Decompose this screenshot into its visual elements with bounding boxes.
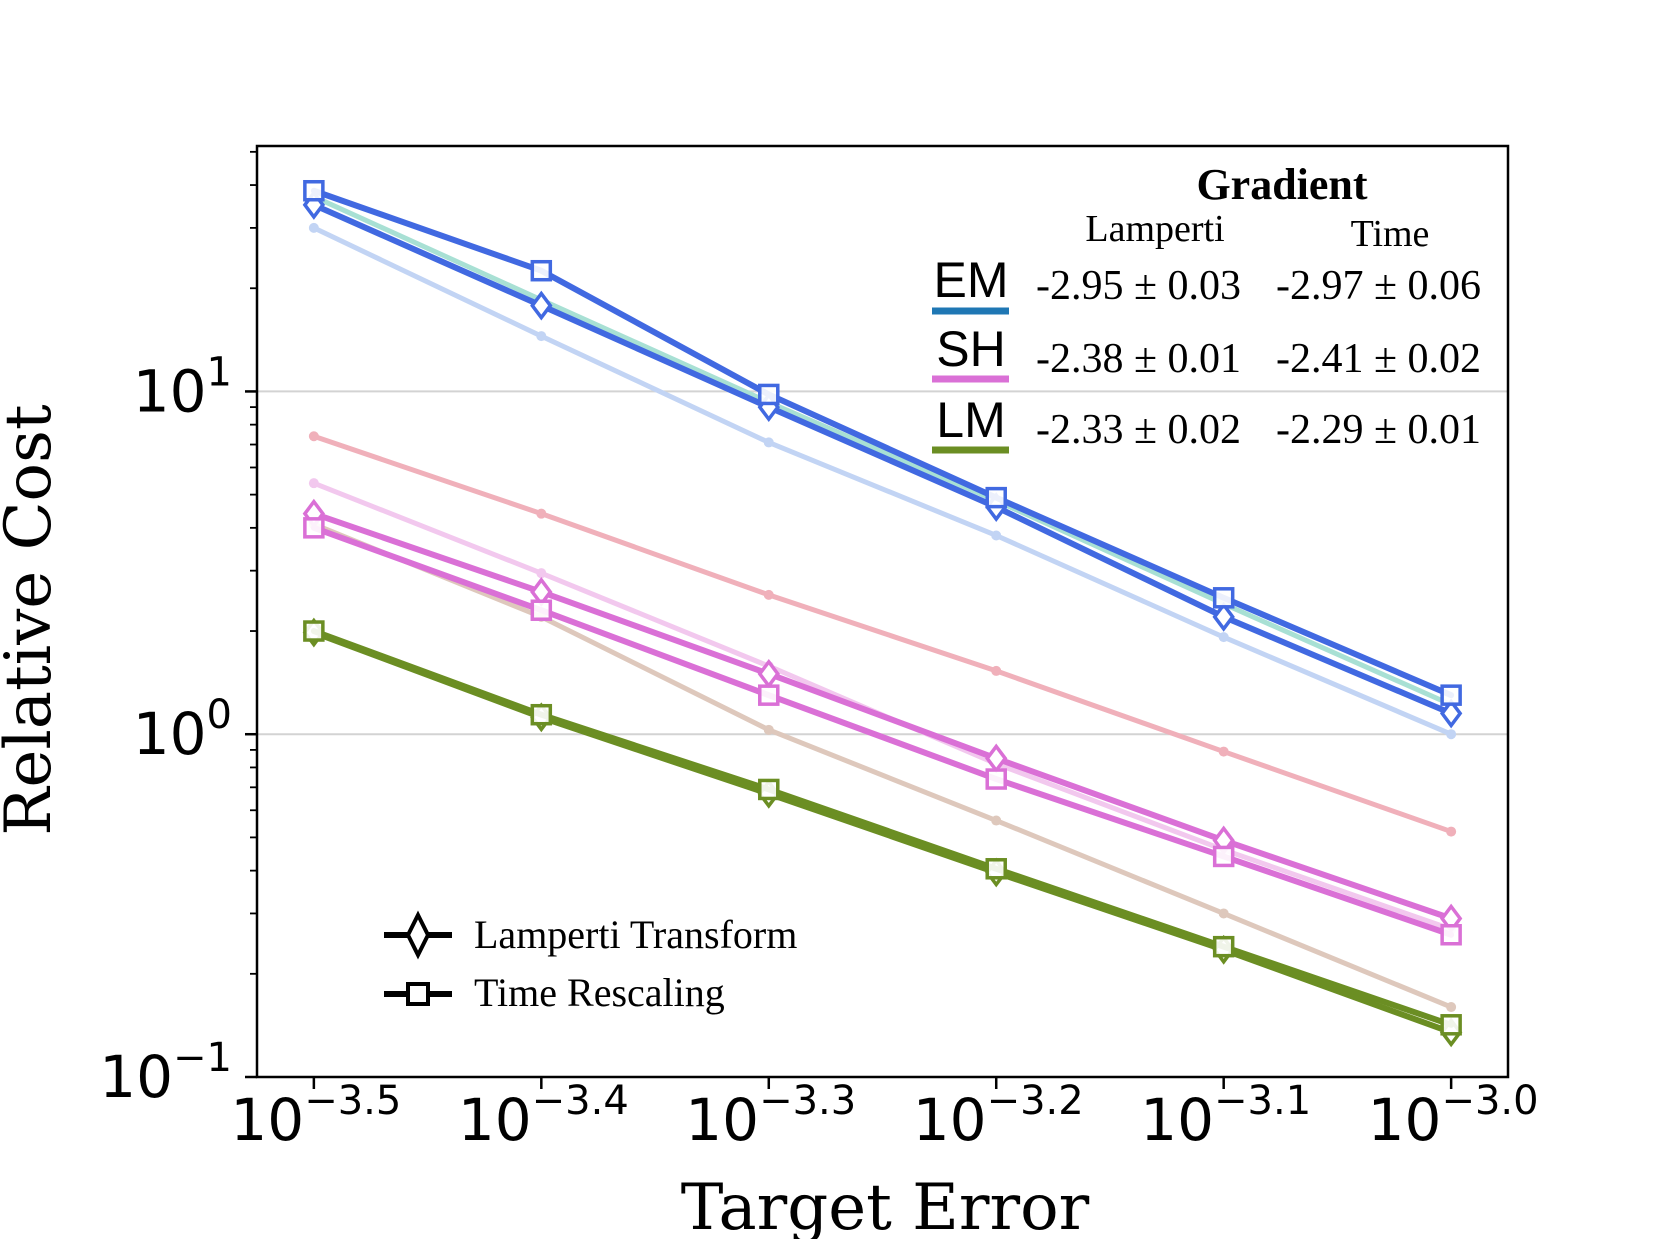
series-6 xyxy=(303,179,1462,706)
data-point-s6-0 xyxy=(303,179,325,202)
series-line-2 xyxy=(311,433,1454,835)
series-layer xyxy=(302,179,1463,1048)
data-point-s10-1 xyxy=(530,703,553,726)
data-point-s2-5 xyxy=(1446,826,1457,837)
data-point-s8-2 xyxy=(758,684,780,706)
data-point-s1-2 xyxy=(763,437,774,448)
series-line-8 xyxy=(310,524,1455,938)
gradient-row-label-em: EM xyxy=(934,252,1009,308)
gradient-row-lamperti-em: -2.95 ± 0.03 xyxy=(1036,263,1241,309)
legend-label-lamperti: Lamperti Transform xyxy=(474,912,797,957)
data-point-s6-4 xyxy=(1212,587,1235,609)
series-1 xyxy=(308,222,1457,740)
series-10 xyxy=(303,620,1462,1036)
data-point-s3-0 xyxy=(308,478,319,489)
series-7 xyxy=(302,498,1463,934)
data-point-s1-3 xyxy=(991,530,1002,541)
data-point-s4-4 xyxy=(1218,908,1229,919)
gradient-row-lamperti-lm: -2.33 ± 0.02 xyxy=(1036,407,1241,453)
y-tick-label-2: 101 xyxy=(133,349,232,425)
data-point-s8-1 xyxy=(530,599,553,621)
y-axis-label: Relative Cost xyxy=(0,404,66,836)
data-point-s8-5 xyxy=(1440,924,1462,946)
series-3 xyxy=(308,478,1457,935)
series-line-0 xyxy=(311,194,1454,708)
data-point-s8-0 xyxy=(303,517,325,539)
data-point-s5-1 xyxy=(530,290,553,321)
series-0 xyxy=(311,194,1454,708)
data-point-s5-4 xyxy=(1212,601,1235,632)
data-point-s2-2 xyxy=(763,589,774,600)
data-point-s6-1 xyxy=(530,259,553,282)
data-point-s6-5 xyxy=(1440,684,1462,706)
plot-frame xyxy=(255,144,1510,1079)
series-line-5 xyxy=(310,201,1455,717)
data-point-s6-2 xyxy=(758,383,780,406)
gradient-row-time-em: -2.97 ± 0.06 xyxy=(1276,263,1481,309)
data-point-s4-2 xyxy=(763,724,774,735)
series-line-1 xyxy=(311,225,1454,737)
series-line-7 xyxy=(310,510,1455,922)
data-point-s2-1 xyxy=(536,508,547,519)
x-axis-label: Target Error xyxy=(681,1171,1090,1239)
data-point-s5-5 xyxy=(1439,698,1463,729)
data-point-s8-3 xyxy=(985,768,1007,790)
series-line-4 xyxy=(311,521,1454,1010)
series-2 xyxy=(308,431,1457,837)
data-point-s4-5 xyxy=(1446,1002,1457,1013)
data-point-s10-5 xyxy=(1440,1014,1462,1036)
series-line-10 xyxy=(310,628,1455,1028)
data-point-s2-4 xyxy=(1218,746,1229,757)
series-8 xyxy=(303,517,1462,946)
gradient-col-time: Time xyxy=(1351,213,1430,255)
y-tick-label-1: 100 xyxy=(133,692,232,768)
data-point-s4-3 xyxy=(991,815,1002,826)
legend: Lamperti Transform Time Rescaling xyxy=(384,910,797,1015)
data-point-s1-1 xyxy=(536,331,547,342)
gradient-row-time-sh: -2.41 ± 0.02 xyxy=(1276,336,1481,382)
legend-square-marker xyxy=(406,982,430,1006)
gradient-col-lamperti: Lamperti xyxy=(1085,208,1224,250)
legend-diamond-marker xyxy=(405,910,431,960)
data-point-s2-3 xyxy=(991,665,1002,676)
data-point-s1-0 xyxy=(308,222,319,233)
x-tick-label-5: 10−3.0 xyxy=(1368,1078,1539,1154)
data-point-s1-4 xyxy=(1218,632,1229,643)
x-tick-label-0: 10−3.5 xyxy=(230,1078,401,1154)
data-point-s10-4 xyxy=(1212,935,1235,958)
gradient-row-lamperti-sh: -2.38 ± 0.01 xyxy=(1036,336,1241,382)
gradient-table: Gradient Lamperti Time EM -2.95 ± 0.03 -… xyxy=(932,160,1481,454)
series-line-6 xyxy=(310,187,1455,699)
x-tick-label-2: 10−3.3 xyxy=(685,1078,856,1154)
data-point-s1-5 xyxy=(1446,729,1457,740)
legend-label-time: Time Rescaling xyxy=(474,970,725,1015)
data-point-s10-3 xyxy=(985,858,1007,880)
gradient-row-label-lm: LM xyxy=(936,392,1005,448)
tick-layer: 10−3.5 10−3.4 10−3.3 10−3.2 10−3.1 10−3.0 10−1… xyxy=(99,150,1539,1154)
data-point-s8-4 xyxy=(1212,845,1235,868)
data-point-s6-3 xyxy=(985,486,1007,509)
gradient-title: Gradient xyxy=(1196,160,1367,209)
data-point-s10-2 xyxy=(758,778,780,801)
x-tick-label-1: 10−3.4 xyxy=(458,1078,629,1154)
gradient-row-time-lm: -2.29 ± 0.01 xyxy=(1276,407,1481,453)
data-point-s10-0 xyxy=(303,620,325,642)
x-tick-label-4: 10−3.1 xyxy=(1140,1078,1311,1154)
gradient-row-label-sh: SH xyxy=(936,321,1005,377)
x-tick-label-3: 10−3.2 xyxy=(913,1078,1084,1154)
data-point-s2-0 xyxy=(308,431,319,442)
data-point-s3-1 xyxy=(536,568,547,579)
y-tick-label-0: 10−1 xyxy=(99,1035,232,1111)
